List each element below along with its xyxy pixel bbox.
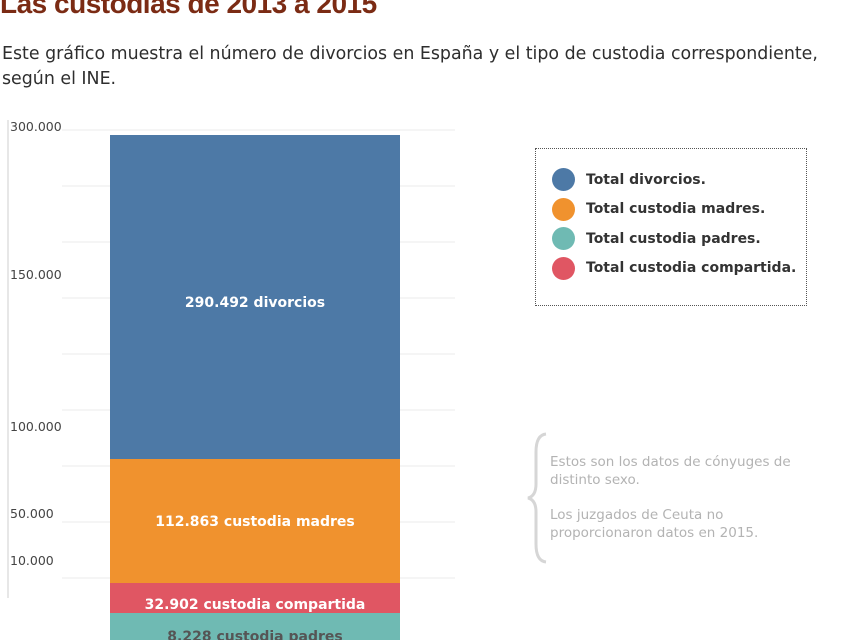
legend-label-divorcios: Total divorcios. xyxy=(586,171,706,188)
legend-swatch-divorcios xyxy=(552,168,575,192)
y-tick-label: 100.000 xyxy=(10,419,62,434)
legend: Total divorcios. Total custodia madres. … xyxy=(535,148,807,306)
legend-label-compartida: Total custodia compartida. xyxy=(586,260,797,277)
y-tick-label: 300.000 xyxy=(10,119,62,134)
note-same-sex: Estos son los datos de cónyuges de disti… xyxy=(550,454,791,488)
legend-item-padres: Total custodia padres. xyxy=(552,224,806,254)
bar-0 xyxy=(110,135,400,459)
bar-3 xyxy=(110,613,400,640)
brace-icon xyxy=(527,432,547,564)
chart-title: Las custodias de 2013 a 2015 xyxy=(0,0,377,19)
legend-swatch-madres xyxy=(552,197,575,221)
data-label-2: 32.902 custodia compartida xyxy=(145,597,366,613)
y-tick-label: 50.000 xyxy=(10,506,54,521)
chart-subtitle: Este gráfico muestra el número de divorc… xyxy=(2,44,818,89)
data-label-0: 290.492 divorcios xyxy=(185,295,325,311)
bar-2 xyxy=(110,583,400,613)
legend-label-madres: Total custodia madres. xyxy=(586,201,766,218)
legend-label-padres: Total custodia padres. xyxy=(586,230,761,247)
legend-item-divorcios: Total divorcios. xyxy=(552,165,806,195)
legend-item-madres: Total custodia madres. xyxy=(552,195,806,225)
note-ceuta: Los juzgados de Ceuta no proporcionaron … xyxy=(550,507,759,541)
y-tick-label: 150.000 xyxy=(10,267,62,282)
bar-1 xyxy=(110,459,400,583)
legend-swatch-compartida xyxy=(552,256,575,280)
y-tick-label: 10.000 xyxy=(10,553,54,568)
data-label-1: 112.863 custodia madres xyxy=(155,514,354,530)
legend-swatch-padres xyxy=(552,227,575,251)
legend-item-compartida: Total custodia compartida. xyxy=(552,254,806,284)
data-label-3: 8.228 custodia padres xyxy=(167,629,342,640)
